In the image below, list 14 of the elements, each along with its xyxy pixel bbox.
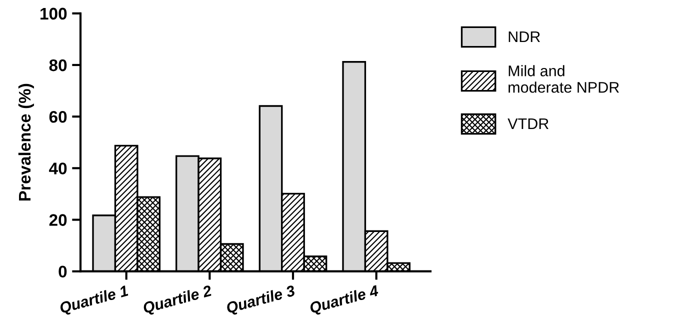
y-axis-title: Prevalence (%) — [18, 84, 34, 201]
x-tick-label: Quartile 4 — [308, 284, 380, 316]
x-tick-label: Quartile 3 — [226, 284, 296, 316]
legend-label: VTDR — [508, 118, 548, 129]
legend-label: Mild and moderate NPDR — [508, 65, 619, 93]
legend-label: NDR — [508, 31, 540, 42]
y-tick-label: 80 — [49, 59, 67, 72]
y-tick-label: 20 — [49, 214, 67, 226]
x-tick-label: Quartile 1 — [58, 284, 130, 316]
y-tick-label: 0 — [58, 266, 67, 278]
y-tick-label: 40 — [49, 162, 67, 174]
y-tick-label: 60 — [49, 110, 67, 123]
x-tick-label: Quartile 2 — [142, 284, 214, 316]
y-tick-label: 100 — [40, 8, 67, 20]
